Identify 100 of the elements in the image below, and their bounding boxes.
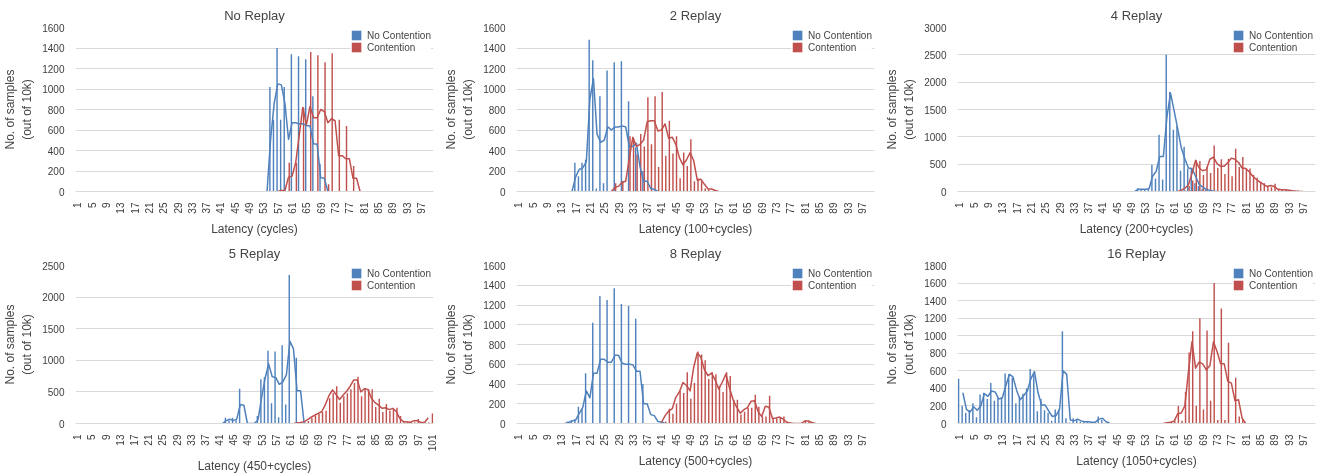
legend-label: No Contention xyxy=(367,267,431,279)
legend-label: Contention xyxy=(808,41,857,53)
x-tick-label: 33 xyxy=(1068,434,1080,446)
x-tick-label: 53 xyxy=(1140,434,1152,446)
y-tick-label: 1400 xyxy=(483,280,506,292)
x-tick-label: 57 xyxy=(270,434,282,446)
x-tick-label: 61 xyxy=(1169,202,1181,214)
chart-title: 2 Replay xyxy=(669,7,722,23)
x-tick-label: 9 xyxy=(100,202,112,209)
y-tick-label: 600 xyxy=(47,125,65,136)
y-tick-label: 500 xyxy=(47,386,65,398)
legend-label: No Contention xyxy=(367,29,431,41)
y-tick-label: 200 xyxy=(929,400,947,412)
legend-label: Contention xyxy=(1249,41,1298,53)
x-tick-label: 61 xyxy=(1169,434,1181,446)
x-tick-label: 93 xyxy=(1283,202,1295,214)
y-tick-label: 1600 xyxy=(483,22,506,34)
y-tick-label: 0 xyxy=(499,186,506,198)
x-tick-label: 45 xyxy=(670,202,682,214)
y-axis-title: No. of samples (out of 10k) xyxy=(3,304,35,385)
x-tick-label: 9 xyxy=(982,202,994,209)
x-tick-label: 17 xyxy=(570,202,582,214)
x-tick-label: 5 xyxy=(527,202,539,209)
legend-label: Contention xyxy=(1249,279,1298,291)
y-tick-label: 1200 xyxy=(483,63,506,75)
x-tick-label: 25 xyxy=(599,202,611,214)
x-tick-label: 65 xyxy=(1183,202,1195,214)
x-tick-label: 33 xyxy=(186,202,198,214)
x-tick-label: 45 xyxy=(1111,202,1123,214)
x-tick-label: 81 xyxy=(799,434,811,446)
x-tick-label: 1 xyxy=(954,434,966,441)
x-tick-label: 17 xyxy=(570,434,582,446)
y-tick-label: 1000 xyxy=(924,131,947,143)
x-tick-label: 29 xyxy=(613,434,625,446)
x-tick-label: 73 xyxy=(771,202,783,214)
x-tick-label: 61 xyxy=(728,434,740,446)
x-tick-label: 29 xyxy=(613,202,625,214)
y-tick-label: 500 xyxy=(929,159,947,171)
y-tick-label: 1400 xyxy=(42,43,65,54)
x-tick-label: 77 xyxy=(785,202,797,214)
x-tick-label: 25 xyxy=(157,434,169,446)
x-tick-label: 25 xyxy=(1040,202,1052,214)
x-tick-label: 41 xyxy=(1097,434,1109,446)
x-tick-label: 57 xyxy=(1154,202,1166,214)
x-tick-label: 65 xyxy=(742,434,754,446)
x-tick-label: 65 xyxy=(299,434,311,446)
x-tick-label: 89 xyxy=(828,434,840,446)
y-tick-label: 2000 xyxy=(42,292,65,304)
x-tick-label: 85 xyxy=(1255,202,1267,214)
x-tick-label: 89 xyxy=(1269,202,1281,214)
y-tick-label: 1500 xyxy=(924,104,947,116)
x-tick-label: 17 xyxy=(128,434,140,446)
y-tick-label: 400 xyxy=(47,145,65,157)
x-tick-label: 25 xyxy=(1040,434,1052,446)
legend-label: Contention xyxy=(367,41,416,53)
y-tick-label: 0 xyxy=(58,186,65,198)
x-tick-label: 65 xyxy=(1183,434,1195,446)
x-tick-label: 61 xyxy=(728,202,740,214)
y-tick-label: 1600 xyxy=(924,278,947,290)
x-tick-label: 81 xyxy=(799,202,811,214)
x-tick-label: 37 xyxy=(199,434,211,446)
y-tick-label: 1000 xyxy=(924,330,947,342)
y-tick-label: 800 xyxy=(488,104,506,116)
y-tick-label: 600 xyxy=(488,359,506,371)
x-tick-label: 1 xyxy=(513,434,525,441)
x-tick-label: 37 xyxy=(642,434,654,446)
x-tick-label: 5 xyxy=(968,434,980,441)
x-tick-label: 13 xyxy=(114,434,126,446)
legend-label: No Contention xyxy=(1249,267,1313,279)
y-tick-label: 1600 xyxy=(42,22,65,34)
x-tick-label: 61 xyxy=(287,202,299,214)
x-tick-label: 21 xyxy=(1025,434,1037,446)
x-axis-title: Latency (500+cycles) xyxy=(638,453,753,468)
x-tick-label: 53 xyxy=(258,202,270,214)
x-tick-label: 77 xyxy=(785,434,797,446)
x-tick-label: 57 xyxy=(713,202,725,214)
x-tick-label: 21 xyxy=(143,434,155,446)
x-axis-title: Latency (200+cycles) xyxy=(1079,221,1194,236)
x-tick-label: 61 xyxy=(284,434,296,446)
x-tick-label: 89 xyxy=(1269,434,1281,446)
chart-title: 16 Replay xyxy=(1107,245,1167,261)
x-axis-title: Latency (450+cycles) xyxy=(197,459,312,474)
x-tick-label: 37 xyxy=(1083,434,1095,446)
x-tick-label: 81 xyxy=(358,202,370,214)
x-tick-label: 1 xyxy=(72,202,84,209)
y-tick-label: 0 xyxy=(940,186,947,198)
x-tick-label: 9 xyxy=(982,434,994,441)
x-tick-label: 41 xyxy=(215,202,227,214)
x-tick-label: 13 xyxy=(997,202,1009,214)
legend-label: Contention xyxy=(367,279,416,291)
y-axis-title: No. of samples (out of 10k) xyxy=(3,69,35,150)
y-tick-label: 400 xyxy=(488,145,506,157)
y-tick-label: 1000 xyxy=(483,84,506,95)
y-tick-label: 1200 xyxy=(42,63,65,75)
y-tick-label: 1600 xyxy=(483,260,506,272)
y-tick-label: 600 xyxy=(488,125,506,136)
x-tick-label: 49 xyxy=(242,434,254,446)
x-tick-label: 57 xyxy=(713,434,725,446)
y-tick-label: 200 xyxy=(47,166,65,177)
x-tick-label: 17 xyxy=(1011,202,1023,214)
